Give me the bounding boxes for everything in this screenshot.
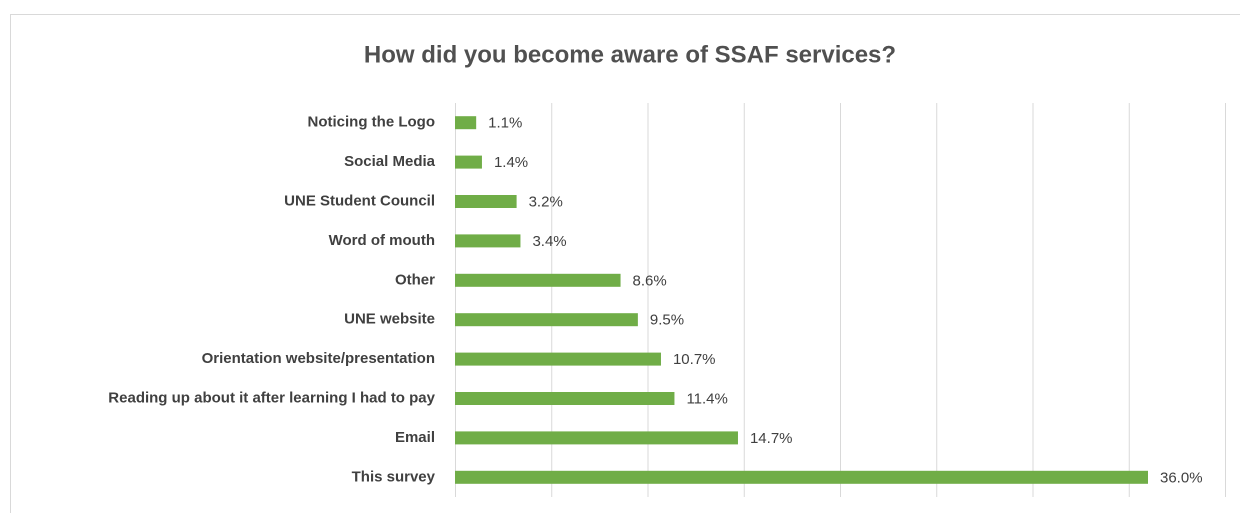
bar bbox=[455, 195, 517, 208]
y-tick-label: Word of mouth bbox=[329, 232, 435, 249]
y-tick-label: UNE Student Council bbox=[284, 192, 435, 209]
bar bbox=[455, 431, 738, 445]
y-tick-label: This survey bbox=[352, 468, 436, 485]
data-label: 1.1% bbox=[488, 115, 522, 132]
data-label: 3.2% bbox=[529, 193, 563, 210]
y-tick-label: Email bbox=[395, 429, 435, 446]
y-tick-label: Social Media bbox=[344, 153, 436, 170]
data-label: 1.4% bbox=[494, 154, 528, 171]
chart-border bbox=[10, 14, 1240, 513]
y-tick-label: UNE website bbox=[344, 311, 435, 328]
data-label: 9.5% bbox=[650, 312, 684, 329]
data-label: 36.0% bbox=[1160, 469, 1203, 486]
y-tick-label: Reading up about it after learning I had… bbox=[108, 389, 435, 406]
data-label: 8.6% bbox=[633, 272, 667, 289]
bar bbox=[455, 234, 521, 248]
y-tick-label: Orientation website/presentation bbox=[202, 350, 435, 367]
bar bbox=[455, 470, 1148, 484]
bar bbox=[455, 392, 675, 405]
y-tick-label: Other bbox=[395, 271, 435, 288]
data-label: 11.4% bbox=[686, 390, 727, 407]
data-label: 10.7% bbox=[673, 351, 716, 368]
bar bbox=[455, 116, 477, 130]
bar bbox=[455, 273, 621, 287]
data-label: 3.4% bbox=[532, 233, 566, 250]
chart-title: How did you become aware of SSAF service… bbox=[364, 41, 896, 68]
bar bbox=[455, 155, 482, 169]
bar bbox=[455, 352, 661, 366]
y-tick-label: Noticing the Logo bbox=[308, 114, 435, 131]
bar bbox=[455, 313, 638, 327]
data-label: 14.7% bbox=[750, 430, 793, 447]
